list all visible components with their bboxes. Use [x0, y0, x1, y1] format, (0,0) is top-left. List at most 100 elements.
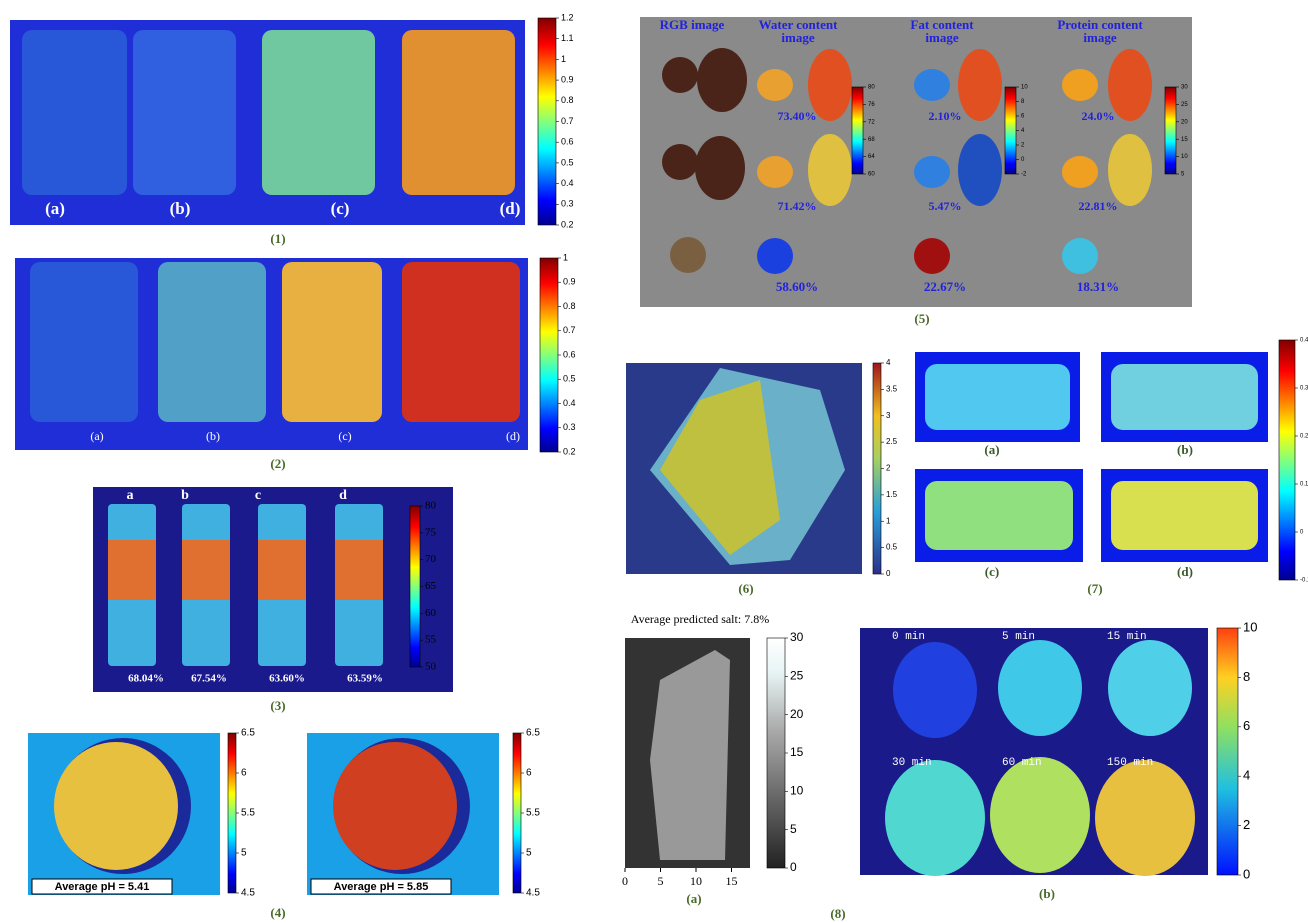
colorbar [410, 506, 420, 667]
colorbar-label: 30 [790, 630, 804, 644]
sublabel: c [255, 488, 261, 503]
colorbar-label: 5 [790, 822, 797, 836]
colorbar-label: 0.7 [563, 325, 576, 335]
sample [402, 262, 520, 422]
colorbar-label: 2 [1243, 817, 1250, 832]
sample [925, 481, 1073, 550]
colorbar-label: 15 [790, 745, 804, 759]
sublabel: (b) [1177, 442, 1193, 457]
colorbar [540, 258, 558, 452]
colorbar-label: 55 [425, 634, 437, 646]
sample [650, 650, 730, 860]
time-label: 5 min [1002, 631, 1035, 643]
caption: (2) [270, 456, 285, 471]
sample [282, 262, 382, 422]
sample [1062, 69, 1098, 101]
colorbar [873, 363, 881, 574]
colorbar-label: 75 [425, 526, 437, 538]
x-tick-label: 15 [726, 874, 738, 888]
sample [914, 238, 950, 274]
colorbar-label: 3.5 [886, 384, 898, 393]
sample [402, 30, 515, 195]
colorbar-label: 0.8 [563, 301, 576, 311]
sample [333, 742, 457, 870]
caption: (b) [1039, 886, 1055, 901]
colorbar-label: 4.5 [241, 888, 255, 899]
colorbar-label: 1 [561, 54, 566, 64]
colorbar-label: 0.5 [561, 157, 574, 167]
colorbar-label: 0 [1243, 866, 1250, 881]
sample [695, 136, 745, 200]
value-label: 73.40% [778, 109, 817, 123]
colorbar-label: 1 [563, 252, 568, 262]
colorbar-label: 1.2 [561, 12, 574, 22]
sublabel: (a) [984, 442, 999, 457]
sublabel: b [181, 488, 189, 503]
colorbar-label: 0.4 [1300, 338, 1308, 344]
sample [662, 144, 698, 180]
caption: (1) [270, 231, 285, 246]
colorbar-label: 72 [868, 119, 875, 125]
colorbar-label: 2 [886, 464, 891, 473]
colorbar-label: 15 [1181, 137, 1188, 143]
value-label: 18.31% [1077, 279, 1119, 294]
colorbar-label: 0 [790, 860, 797, 874]
colorbar-label: 68 [868, 137, 875, 143]
colorbar-label: 0.7 [561, 116, 574, 126]
colorbar-label: 4 [1243, 768, 1250, 783]
column-header: RGB image [647, 18, 737, 31]
colorbar-label: 60 [425, 607, 437, 619]
column-header: Water content image [748, 18, 848, 44]
sample [958, 49, 1002, 121]
colorbar-label: 64 [868, 154, 875, 160]
sample [998, 640, 1082, 736]
time-label: 30 min [892, 757, 932, 769]
sublabel: (d) [500, 199, 521, 218]
colorbar-label: 4 [886, 358, 891, 367]
colorbar-label: 0.2 [563, 446, 576, 456]
colorbar-label: 65 [425, 580, 437, 592]
sample [335, 540, 383, 600]
sample [1108, 49, 1152, 121]
colorbar-label: -2 [1021, 172, 1027, 178]
colorbar-label: 30 [1181, 85, 1188, 91]
value-label: 68.04% [128, 673, 164, 685]
colorbar-label: 6.5 [526, 728, 540, 739]
colorbar-label: 1.5 [886, 490, 898, 499]
colorbar-label: 6 [526, 768, 532, 779]
colorbar-label: 10 [1021, 85, 1028, 91]
caption: (4) [270, 905, 285, 920]
colorbar [1005, 87, 1016, 174]
colorbar-label: 70 [425, 553, 437, 565]
time-label: 60 min [1002, 757, 1042, 769]
sample [990, 757, 1090, 873]
colorbar-label: 5.5 [241, 808, 255, 819]
sublabel: (c) [985, 564, 999, 579]
figure: (a)(b)(c)(d)1.21.110.90.80.70.60.50.40.3… [0, 0, 1308, 923]
colorbar-label: 0.5 [886, 543, 898, 552]
colorbar-label: 0.4 [563, 398, 576, 408]
colorbar-label: 6.5 [241, 728, 255, 739]
colorbar-label: 3 [886, 411, 891, 420]
sample [757, 69, 793, 101]
colorbar-label: 0.6 [561, 137, 574, 147]
sample [258, 540, 306, 600]
colorbar [1217, 628, 1238, 875]
figure-canvas: (a)(b)(c)(d)1.21.110.90.80.70.60.50.40.3… [0, 0, 1308, 923]
colorbar-label: -0.1 [1300, 578, 1308, 584]
colorbar-label: 20 [790, 707, 804, 721]
value-label: 71.42% [778, 199, 817, 213]
sample [670, 237, 706, 273]
colorbar-label: 0.6 [563, 349, 576, 359]
colorbar-label: 0.4 [561, 178, 574, 188]
colorbar-label: 2.5 [886, 437, 898, 446]
value-label: 58.60% [776, 279, 818, 294]
sample [958, 134, 1002, 206]
sublabel: d [339, 488, 347, 503]
sublabel: (b) [170, 199, 191, 218]
sublabel: (d) [506, 429, 520, 443]
colorbar [1165, 87, 1176, 174]
colorbar-label: 0.3 [563, 422, 576, 432]
caption: (3) [270, 698, 285, 713]
colorbar-label: 5 [526, 848, 532, 859]
